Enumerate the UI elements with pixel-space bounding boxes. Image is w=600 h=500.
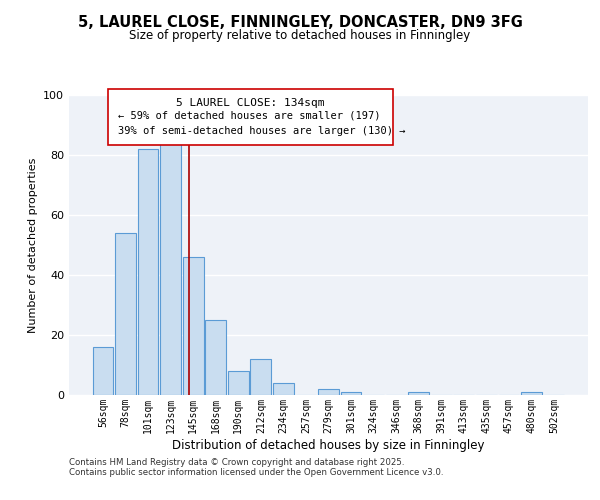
Bar bbox=[92, 347, 113, 395]
X-axis label: Distribution of detached houses by size in Finningley: Distribution of detached houses by size … bbox=[172, 438, 485, 452]
Bar bbox=[228, 371, 248, 395]
Text: Contains public sector information licensed under the Open Government Licence v3: Contains public sector information licen… bbox=[69, 468, 443, 477]
Bar bbox=[205, 320, 226, 395]
Bar bbox=[183, 257, 203, 395]
Bar bbox=[160, 143, 181, 395]
Bar bbox=[115, 233, 136, 395]
Bar bbox=[409, 392, 429, 395]
Bar bbox=[318, 389, 339, 395]
Bar bbox=[273, 383, 294, 395]
Bar bbox=[137, 149, 158, 395]
Text: ← 59% of detached houses are smaller (197): ← 59% of detached houses are smaller (19… bbox=[118, 111, 381, 121]
Bar bbox=[250, 359, 271, 395]
Y-axis label: Number of detached properties: Number of detached properties bbox=[28, 158, 38, 332]
Bar bbox=[341, 392, 361, 395]
Text: 5, LAUREL CLOSE, FINNINGLEY, DONCASTER, DN9 3FG: 5, LAUREL CLOSE, FINNINGLEY, DONCASTER, … bbox=[77, 15, 523, 30]
Text: 39% of semi-detached houses are larger (130) →: 39% of semi-detached houses are larger (… bbox=[118, 126, 406, 136]
Text: Contains HM Land Registry data © Crown copyright and database right 2025.: Contains HM Land Registry data © Crown c… bbox=[69, 458, 404, 467]
Text: 5 LAUREL CLOSE: 134sqm: 5 LAUREL CLOSE: 134sqm bbox=[176, 98, 325, 108]
Text: Size of property relative to detached houses in Finningley: Size of property relative to detached ho… bbox=[130, 28, 470, 42]
Bar bbox=[521, 392, 542, 395]
FancyBboxPatch shape bbox=[108, 89, 394, 144]
